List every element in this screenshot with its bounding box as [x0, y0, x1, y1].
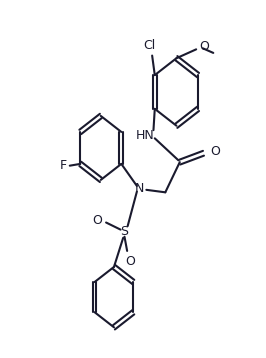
Text: O: O: [210, 145, 220, 158]
Text: S: S: [120, 225, 128, 238]
Text: F: F: [60, 159, 67, 172]
Text: N: N: [135, 182, 144, 195]
Text: HN: HN: [136, 129, 155, 142]
Text: O: O: [125, 255, 135, 268]
Text: Cl: Cl: [143, 39, 156, 52]
Text: O: O: [92, 214, 102, 227]
Text: O: O: [199, 40, 209, 53]
